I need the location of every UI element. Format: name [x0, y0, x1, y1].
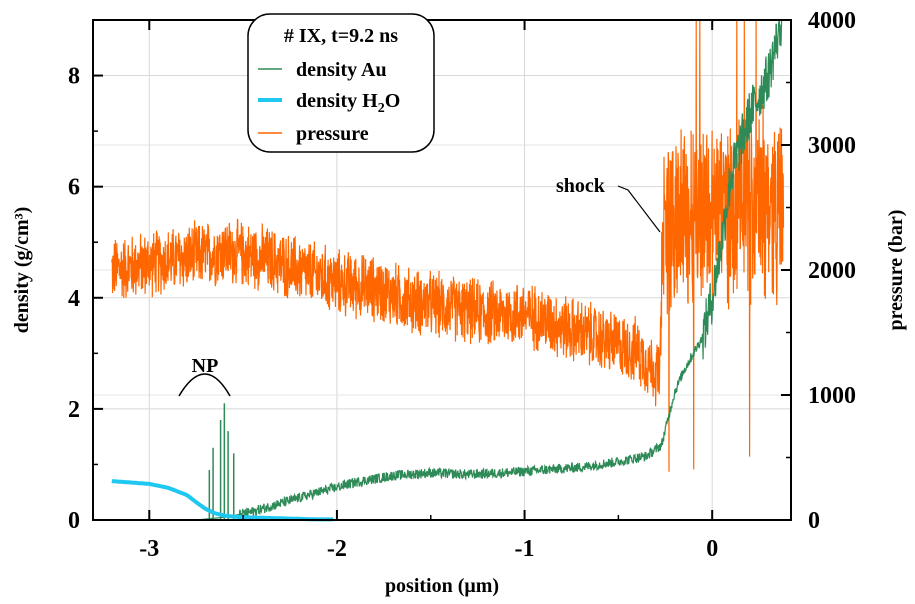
axis-ticks: -3 -2 -1 0 0 2 4 6 8 0 1000 2000 3000 4000: [68, 8, 856, 562]
x-tick-label-0: -3: [139, 536, 159, 562]
shock-label: shock: [556, 175, 606, 197]
y-tick-label-1: 2: [68, 397, 80, 423]
y-axis-title-right: pressure (bar): [885, 210, 907, 331]
series-density-h2o: [110, 479, 335, 522]
x-tick-label-3: 0: [706, 536, 718, 562]
y-right-tick-label-4: 4000: [808, 8, 856, 34]
y-right-tick-label-0: 0: [808, 508, 820, 534]
y-tick-label-2: 4: [68, 286, 80, 312]
y-tick-label-3: 6: [68, 175, 80, 201]
y-tick-label-0: 0: [68, 508, 80, 534]
legend-box: [247, 13, 435, 153]
y-right-tick-label-1: 1000: [808, 383, 856, 409]
legend: # IX, t=9.2 ns density Au density H2O pr…: [247, 13, 435, 153]
shock-leader-line: [617, 185, 661, 233]
x-tick-label-1: -2: [327, 536, 347, 562]
y-right-tick-label-2: 2000: [808, 258, 856, 284]
legend-label-pressure: pressure: [296, 123, 369, 145]
np-bracket: [178, 373, 231, 397]
legend-label-h2o: density H2O: [296, 90, 400, 116]
y-axis-title-left: density (g/cm³): [11, 207, 33, 334]
y-right-tick-label-3: 3000: [808, 133, 856, 159]
legend-label-au: density Au: [296, 59, 387, 81]
series-pressure: [111, 19, 785, 472]
x-axis-title: position (μm): [385, 575, 499, 597]
np-label: NP: [192, 355, 219, 377]
annotations: NP shock: [178, 175, 661, 397]
x-tick-label-2: -1: [515, 536, 535, 562]
legend-title: # IX, t=9.2 ns: [284, 25, 398, 47]
series-layer: [110, 19, 785, 522]
y-tick-label-4: 8: [68, 64, 80, 90]
